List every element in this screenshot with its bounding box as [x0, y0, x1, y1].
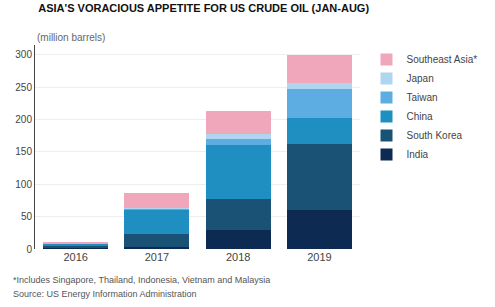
svg-text:2017: 2017 [145, 251, 169, 263]
svg-text:Southeast Asia*: Southeast Asia* [407, 54, 478, 65]
svg-text:ASIA'S VORACIOUS APPETITE FOR: ASIA'S VORACIOUS APPETITE FOR US CRUDE O… [38, 2, 369, 14]
svg-text:250: 250 [15, 82, 32, 93]
svg-text:*Includes Singapore, Thailand,: *Includes Singapore, Thailand, Indonesia… [13, 275, 270, 285]
svg-text:50: 50 [21, 211, 33, 222]
svg-text:100: 100 [15, 179, 32, 190]
svg-text:Japan: Japan [407, 73, 434, 84]
svg-text:South Korea: South Korea [407, 130, 463, 141]
svg-text:2018: 2018 [226, 251, 250, 263]
svg-text:Taiwan: Taiwan [407, 92, 438, 103]
svg-text:China: China [407, 111, 434, 122]
svg-text:(million barrels): (million barrels) [37, 32, 105, 43]
svg-text:Source: US Energy Information: Source: US Energy Information Administra… [13, 289, 197, 299]
svg-text:300: 300 [15, 49, 32, 60]
svg-text:200: 200 [15, 114, 32, 125]
svg-text:2016: 2016 [63, 251, 87, 263]
svg-text:2019: 2019 [307, 251, 331, 263]
svg-text:150: 150 [15, 146, 32, 157]
svg-text:0: 0 [26, 244, 32, 255]
svg-text:India: India [407, 149, 429, 160]
